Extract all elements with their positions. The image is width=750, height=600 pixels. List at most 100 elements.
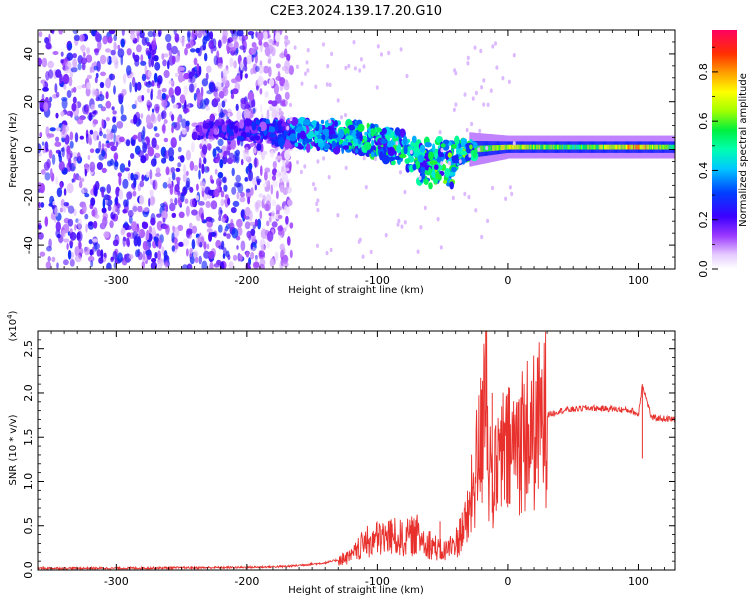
signal-core: [570, 144, 573, 150]
signal-core: [638, 144, 641, 150]
noise-cell: [163, 250, 168, 259]
signal-core: [509, 144, 511, 150]
signal-core: [499, 145, 502, 151]
noise-cell: [148, 57, 152, 68]
signal-core: [552, 144, 555, 150]
signal-core: [605, 144, 607, 150]
signal-core: [640, 144, 643, 150]
noise-cell: [228, 152, 235, 159]
noise-cell: [182, 238, 190, 247]
signal-core: [601, 144, 604, 150]
noise-cell: [195, 47, 201, 54]
noise-cell: [115, 206, 118, 213]
noise-cell: [92, 119, 99, 125]
signal-core: [549, 144, 552, 150]
noise-cell: [94, 214, 100, 220]
speckle: [507, 79, 511, 85]
signal-core: [497, 145, 500, 151]
noise-cell: [243, 56, 248, 67]
noise-cell: [101, 118, 104, 128]
speckle: [482, 78, 486, 83]
speckle: [327, 175, 331, 180]
signal-core: [602, 144, 605, 150]
noise-cell: [206, 65, 212, 73]
noise-cell: [84, 168, 88, 177]
signal-core: [581, 144, 583, 150]
noise-cell: [240, 191, 245, 198]
noise-cell: [66, 242, 69, 251]
signal-core: [595, 144, 598, 150]
speckle: [325, 250, 329, 256]
noise-cell: [152, 37, 156, 45]
noise-cell: [157, 239, 162, 250]
speckle: [471, 96, 475, 101]
noise-cell: [60, 51, 64, 57]
signal-blob: [377, 145, 381, 150]
noise-cell: [243, 108, 250, 120]
noise-cell: [122, 73, 127, 84]
signal-blob: [399, 154, 407, 159]
speckle: [448, 161, 451, 166]
noise-cell: [133, 114, 138, 125]
speckle: [489, 88, 493, 93]
signal-blob: [221, 124, 227, 133]
signal-core: [604, 144, 606, 150]
noise-cell: [210, 179, 215, 184]
signal-blob: [363, 141, 372, 151]
noise-cell: [254, 53, 258, 64]
noise-cell: [146, 229, 150, 241]
noise-cell: [213, 188, 220, 198]
signal-core: [533, 144, 535, 150]
noise-cell: [250, 187, 254, 196]
speckle: [286, 125, 290, 131]
noise-cell: [59, 207, 64, 213]
noise-cell: [119, 136, 125, 143]
noise-cell: [147, 146, 155, 157]
colorbar-label: Normalized spectral amplitude: [738, 73, 749, 227]
speckle: [328, 82, 332, 88]
noise-cell: [220, 190, 225, 198]
noise-cell: [245, 251, 250, 258]
noise-cell: [215, 81, 222, 90]
signal-core: [621, 144, 624, 150]
noise-cell: [236, 226, 243, 236]
noise-cell: [93, 186, 98, 197]
signal-core: [567, 144, 569, 150]
speckle: [403, 220, 407, 225]
noise-cell: [285, 99, 288, 106]
noise-cell: [65, 60, 72, 71]
noise-cell: [44, 141, 49, 152]
noise-cell: [72, 58, 77, 69]
noise-cell: [183, 85, 188, 96]
signal-core: [536, 144, 538, 150]
signal-core: [585, 144, 587, 150]
noise-cell: [45, 96, 49, 104]
noise-cell: [51, 30, 55, 35]
noise-cell: [271, 210, 276, 220]
noise-cell: [137, 251, 143, 261]
noise-cell: [217, 138, 224, 147]
noise-cell: [208, 189, 215, 196]
signal-blob: [316, 138, 324, 144]
noise-cell: [230, 46, 236, 52]
signal-blob: [239, 119, 245, 129]
noise-cell: [220, 240, 225, 250]
signal-core: [587, 144, 589, 150]
signal-core: [575, 144, 578, 150]
signal-core: [539, 144, 541, 150]
noise-cell: [259, 88, 263, 95]
noise-cell: [84, 213, 89, 220]
noise-cell: [201, 78, 209, 87]
noise-cell: [81, 44, 86, 53]
signal-core: [569, 144, 572, 150]
noise-cell: [107, 205, 112, 211]
signal-blob: [219, 132, 225, 138]
signal-blob: [321, 134, 326, 141]
spectrogram-plot-area: [38, 30, 675, 269]
noise-cell: [111, 55, 118, 64]
noise-cell: [258, 64, 265, 74]
noise-cell: [66, 110, 73, 117]
noise-cell: [113, 85, 116, 95]
signal-core: [522, 144, 525, 150]
